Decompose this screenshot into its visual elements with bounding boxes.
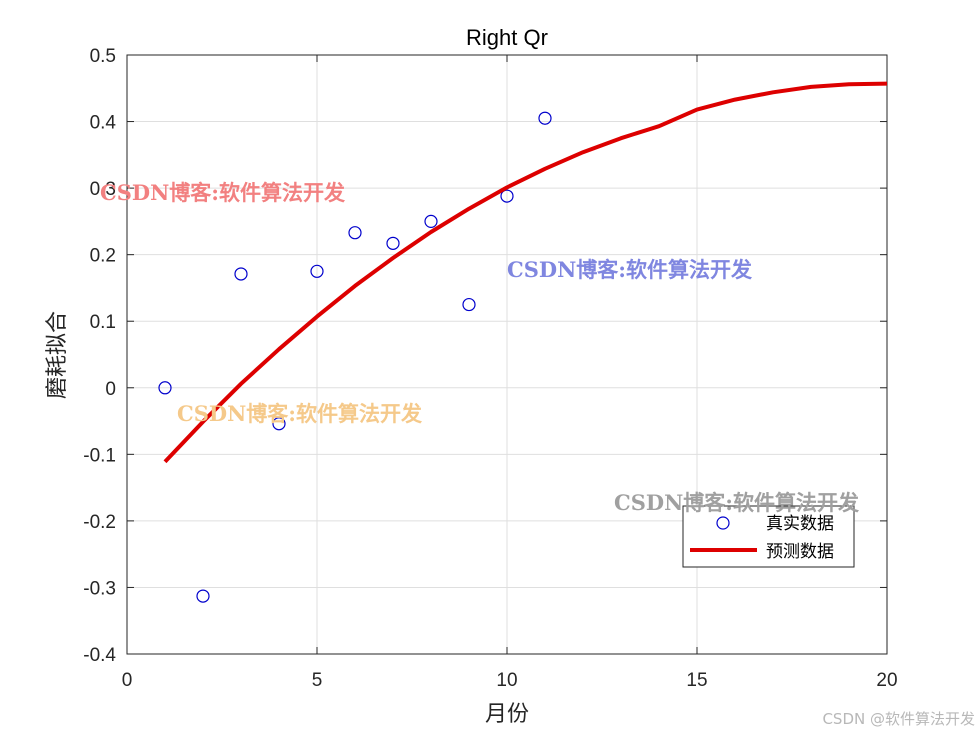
data-point (386, 236, 400, 250)
data-point (158, 381, 172, 395)
legend-label-predicted: 预测数据 (766, 542, 834, 562)
y-tick-label: 0.1 (90, 312, 116, 333)
x-tick-label: 10 (496, 670, 517, 691)
predicted-series-line (163, 81, 888, 464)
watermark-text: CSDN博客:软件算法开发 (177, 401, 423, 426)
data-point (348, 226, 362, 240)
watermark-text: CSDN博客:软件算法开发 (100, 180, 346, 205)
watermark-text: CSDN博客:软件算法开发 (507, 257, 753, 282)
watermark-text: CSDN博客:软件算法开发 (614, 490, 860, 515)
footer-watermark: CSDN @软件算法开发 (822, 710, 975, 728)
y-tick-label: -0.2 (83, 512, 116, 533)
x-axis-label: 月份 (485, 702, 529, 727)
x-tick-labels: 0 5 10 15 20 (122, 670, 898, 691)
x-tick-label: 15 (686, 670, 707, 691)
data-point (310, 264, 324, 278)
data-point (538, 111, 552, 125)
data-point (462, 297, 476, 312)
data-point (424, 214, 438, 228)
chart-title: Right Qr (466, 25, 548, 50)
y-tick-label: 0.4 (90, 113, 117, 134)
data-point (272, 417, 286, 431)
axis-ticks (126, 54, 888, 655)
y-tick-label: 0.3 (90, 179, 116, 200)
y-axis-label: 磨耗拟合 (45, 311, 70, 399)
legend: 真实数据 预测数据 (682, 505, 855, 568)
data-point (196, 589, 210, 603)
y-tick-label: 0 (105, 379, 116, 400)
y-tick-label: -0.1 (83, 445, 116, 466)
data-point (500, 189, 514, 203)
legend-box (682, 505, 855, 568)
legend-marker-circle (716, 516, 730, 530)
legend-label-real: 真实数据 (766, 514, 834, 534)
y-tick-label: -0.4 (83, 645, 116, 666)
x-tick-label: 0 (122, 670, 133, 691)
x-tick-label: 20 (876, 670, 897, 691)
data-point (234, 267, 248, 281)
y-tick-label: 0.2 (90, 246, 116, 267)
x-tick-label: 5 (312, 670, 323, 691)
y-tick-label: -0.3 (83, 578, 116, 599)
y-tick-labels: 0.5 0.4 0.3 0.2 0.1 0 -0.1 -0.2 -0.3 -0.4 (83, 46, 116, 666)
y-tick-label: 0.5 (90, 46, 116, 67)
series (158, 81, 888, 603)
